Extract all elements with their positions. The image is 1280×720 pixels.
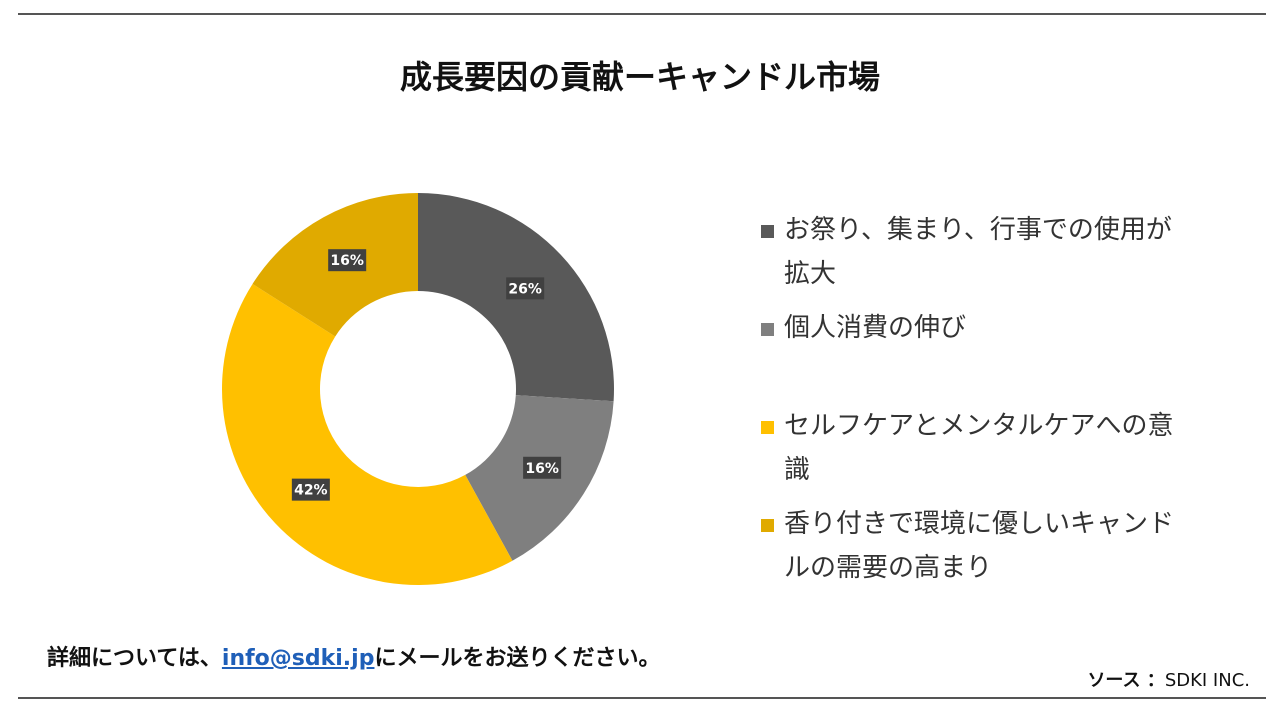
contact-prefix: 詳細については、 bbox=[47, 646, 222, 671]
data-label-box bbox=[291, 478, 330, 501]
data-label-text: 16% bbox=[525, 461, 559, 477]
data-label-1: 16% bbox=[523, 456, 562, 479]
data-label-2: 42% bbox=[291, 478, 330, 501]
data-label-box bbox=[523, 456, 562, 479]
legend-swatch bbox=[761, 421, 774, 434]
legend-item-festivals: お祭り、集まり、行事での使用が拡大 bbox=[758, 208, 1178, 306]
data-label-box bbox=[506, 277, 545, 300]
legend-swatch bbox=[761, 323, 774, 336]
contact-suffix: にメールをお送りください。 bbox=[374, 646, 661, 671]
legend-label: セルフケアとメンタルケアへの意識 bbox=[784, 411, 1174, 485]
email-link[interactable]: info@sdki.jp bbox=[221, 646, 375, 671]
data-label-box bbox=[328, 249, 367, 272]
legend-swatch bbox=[761, 519, 774, 532]
legend-label: 個人消費の伸び bbox=[784, 313, 967, 343]
donut-slice-2 bbox=[222, 283, 513, 585]
legend-item-self-care: セルフケアとメンタルケアへの意識 bbox=[758, 404, 1178, 502]
data-label-3: 16% bbox=[328, 249, 367, 272]
legend-item-scented-candles: 香り付きで環境に優しいキャンドルの需要の高まり bbox=[758, 502, 1178, 600]
top-divider bbox=[18, 13, 1266, 15]
chart-title: 成長要因の貢献ーキャンドル市場 bbox=[399, 58, 880, 96]
chart-legend: お祭り、集まり、行事での使用が拡大 個人消費の伸び セルフケアとメンタルケアへの… bbox=[758, 208, 1178, 600]
bottom-divider bbox=[18, 697, 1266, 699]
legend-item-personal-consumption: 個人消費の伸び bbox=[758, 306, 1178, 404]
legend-swatch bbox=[761, 225, 774, 238]
data-label-text: 16% bbox=[330, 253, 364, 269]
legend-label: 香り付きで環境に優しいキャンドルの需要の高まり bbox=[784, 509, 1175, 583]
source-label: ソース ： bbox=[1087, 670, 1165, 691]
donut-chart: 26% 16% 42% 16% bbox=[222, 193, 614, 585]
contact-note: 詳細については、info@sdki.jpにメールをお送りください。 bbox=[47, 640, 660, 672]
data-label-text: 26% bbox=[508, 281, 542, 297]
source-value: SDKI INC. bbox=[1164, 670, 1250, 691]
data-label-0: 26% bbox=[506, 277, 545, 300]
data-label-text: 42% bbox=[294, 483, 328, 499]
legend-label: お祭り、集まり、行事での使用が拡大 bbox=[784, 215, 1172, 289]
source-credit: ソース ：SDKI INC. bbox=[1087, 666, 1250, 692]
